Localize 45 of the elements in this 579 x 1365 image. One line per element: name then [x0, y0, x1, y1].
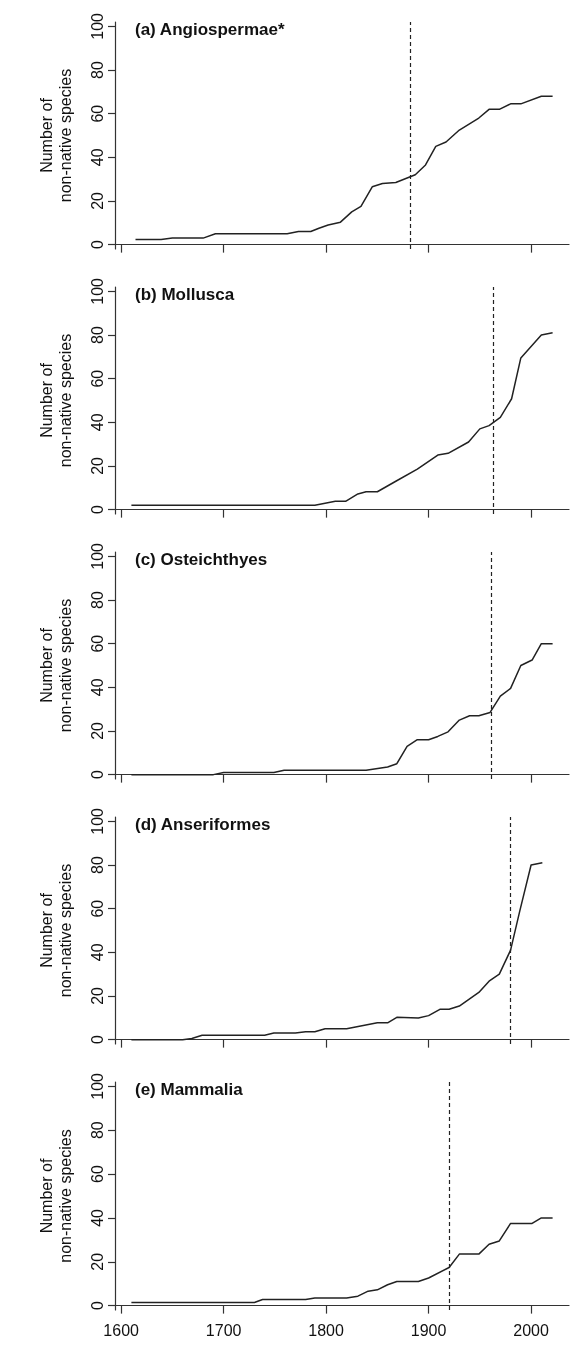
y-tick-label: 60: [88, 369, 106, 388]
y-tick-label: 20: [88, 191, 106, 210]
y-tick-label: 0: [88, 1301, 106, 1311]
y-tick-label: 80: [88, 1121, 106, 1140]
y-axis-title: Number of non-native species: [38, 333, 74, 468]
x-tick-label: 2000: [513, 1321, 549, 1339]
chart-title: (e) Mammalia: [135, 1080, 244, 1099]
y-tick-label: 40: [88, 413, 106, 432]
y-tick-label: 60: [88, 634, 106, 653]
chart-title: (d) Anseriformes: [135, 815, 271, 834]
y-tick-label: 20: [88, 456, 106, 475]
y-tick-label: 100: [88, 542, 106, 570]
y-tick-label: 80: [88, 856, 106, 874]
y-tick-label: 0: [88, 1035, 106, 1045]
y-tick-label: 0: [88, 505, 106, 515]
y-tick-label: 100: [88, 12, 106, 40]
chart-title: (a) Angiospermae*: [135, 20, 285, 39]
y-tick-label: 80: [88, 61, 106, 79]
x-tick-label: 1700: [205, 1321, 242, 1339]
y-tick-label: 40: [88, 678, 106, 697]
y-tick-label: 60: [88, 1165, 106, 1183]
y-tick-label: 100: [88, 277, 106, 305]
x-tick-label: 1600: [103, 1321, 140, 1339]
y-axis-title: Number of non-native species: [38, 68, 74, 203]
y-axis-title: Number of non-native species: [38, 1129, 74, 1263]
y-tick-label: 20: [88, 1252, 106, 1271]
y-axis-title: Number of non-native species: [38, 598, 74, 733]
x-tick-label: 1800: [308, 1321, 345, 1339]
y-tick-label: 20: [88, 986, 106, 1005]
y-axis-title: Number of non-native species: [38, 863, 74, 998]
x-tick-label: 1900: [410, 1321, 447, 1339]
y-tick-label: 100: [88, 1072, 106, 1100]
y-tick-label: 100: [88, 807, 106, 835]
y-tick-label: 40: [88, 148, 106, 167]
y-tick-label: 20: [88, 721, 106, 740]
y-tick-label: 60: [88, 899, 106, 918]
y-tick-label: 60: [88, 104, 106, 123]
y-tick-label: 80: [88, 591, 106, 609]
chart-title: (b) Mollusca: [135, 285, 235, 304]
y-tick-label: 0: [88, 770, 106, 780]
y-tick-label: 0: [88, 240, 106, 250]
y-tick-label: 80: [88, 326, 106, 344]
chart-title: (c) Osteichthyes: [135, 550, 268, 569]
y-tick-label: 40: [88, 943, 106, 962]
y-tick-label: 40: [88, 1208, 106, 1227]
